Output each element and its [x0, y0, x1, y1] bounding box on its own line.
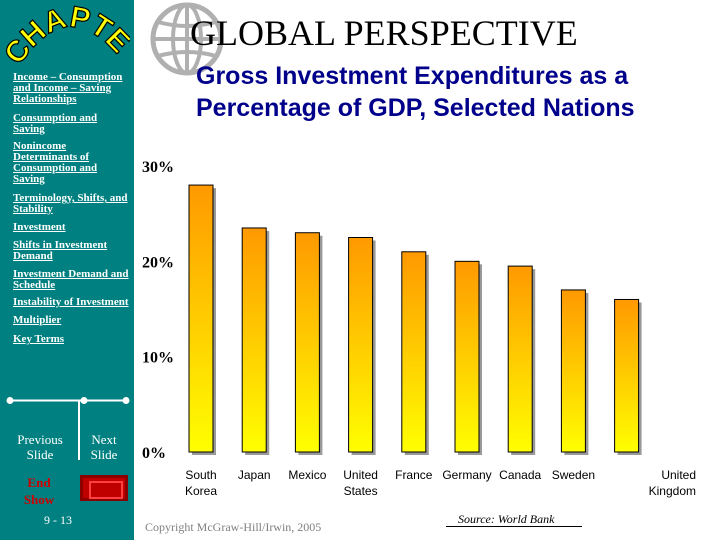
source-underline — [446, 526, 582, 527]
page-title: GLOBAL PERSPECTIVE — [190, 13, 578, 53]
chapter-nav: Income – Consumption and Income – Saving… — [13, 72, 131, 345]
bar-canada — [507, 265, 533, 453]
next-slide-button[interactable]: Next Slide — [90, 432, 118, 462]
category-label: United States — [343, 468, 378, 498]
svg-text:CHAPTER: CHAPTER — [4, 2, 130, 70]
bar-japan — [241, 227, 267, 453]
chapter-logo-text: CHAPTER — [4, 2, 130, 71]
y-tick-label: 20% — [142, 254, 174, 271]
previous-slide-button[interactable]: Previous Slide — [17, 432, 63, 462]
chart-title-line-1: Gross Investment Expenditures as a — [196, 62, 629, 90]
globe-icon — [150, 2, 224, 76]
y-tick-label: 30% — [142, 159, 174, 176]
bar-france — [401, 251, 427, 453]
nav-item-consumption-saving[interactable]: Consumption and Saving — [13, 112, 98, 135]
category-label: Germany — [442, 468, 491, 482]
nav-item-terminology[interactable]: Terminology, Shifts, and Stability — [13, 192, 128, 215]
bar-united-kingdom — [614, 298, 640, 453]
category-label: Mexico — [288, 468, 326, 482]
nav-item-income-consumption[interactable]: Income – Consumption and Income – Saving… — [13, 71, 123, 105]
nav-item-nonincome-determinants[interactable]: Nonincome Determinants of Consumption an… — [13, 140, 98, 185]
bar-chart: 30% 20% 10% 0% South Korea Japan Mexico United S… — [142, 159, 696, 498]
nav-item-multiplier[interactable]: Multiplier — [13, 314, 62, 326]
bar-sweden — [560, 289, 586, 453]
y-tick-label: 10% — [142, 350, 174, 367]
category-label: United Kingdom — [649, 468, 696, 498]
nav-item-shifts-investment[interactable]: Shifts in Investment Demand — [13, 239, 108, 262]
end-show-button[interactable]: End Show — [23, 475, 55, 507]
slide-number: 9 - 13 — [44, 513, 72, 527]
category-label: Canada — [499, 468, 541, 482]
sidebar: CHAPTER Income – Consumption and Income … — [0, 0, 134, 540]
y-tick-label: 0% — [142, 445, 166, 462]
nav-divider — [6, 397, 130, 404]
category-label: France — [395, 468, 433, 482]
end-show-icon[interactable] — [80, 475, 128, 501]
chart-title-line-2: Percentage of GDP, Selected Nations — [196, 94, 635, 122]
bar-south-korea — [188, 184, 214, 453]
nav-button-separator — [78, 400, 80, 460]
bar-united-states — [348, 237, 374, 453]
nav-item-investment[interactable]: Investment — [13, 221, 66, 233]
category-label: Sweden — [552, 468, 595, 482]
bar-mexico — [294, 232, 320, 453]
chart-title: Gross Investment Expenditures as a Perce… — [196, 60, 696, 124]
category-label: South Korea — [185, 468, 217, 498]
category-label: Japan — [238, 468, 271, 482]
source-text: Source: World Bank — [458, 512, 555, 526]
nav-item-instability[interactable]: Instability of Investment — [13, 296, 129, 308]
copyright-text: Copyright McGraw-Hill/Irwin, 2005 — [145, 520, 322, 534]
bar-germany — [454, 260, 480, 453]
nav-item-investment-demand[interactable]: Investment Demand and Schedule — [13, 268, 129, 291]
chapter-logo: CHAPTER — [4, 2, 130, 71]
nav-item-key-terms[interactable]: Key Terms — [13, 333, 65, 345]
